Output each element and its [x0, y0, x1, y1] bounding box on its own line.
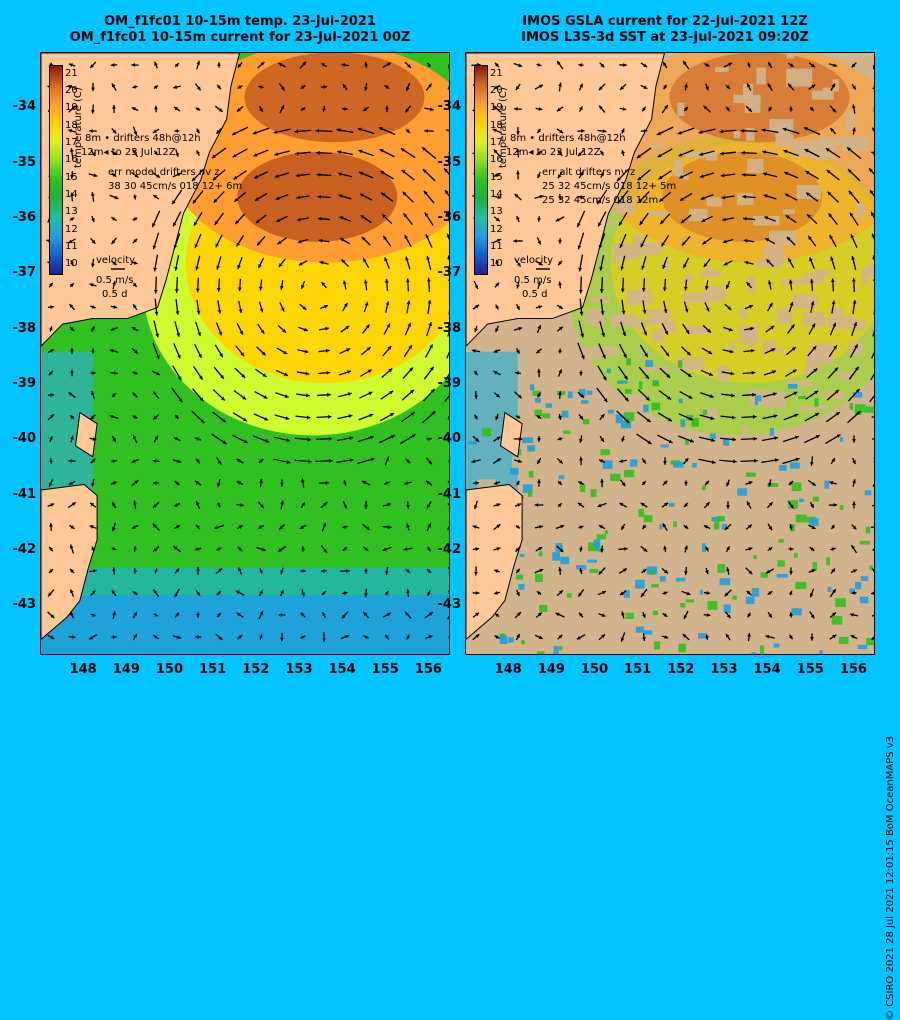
- x-tick-label: 149: [531, 662, 571, 677]
- colorbar-tick-label: 17: [490, 137, 503, 148]
- x-tick-label: 152: [661, 662, 701, 677]
- right-colorbar: [474, 65, 488, 275]
- colorbar-tick-label: 18: [490, 120, 503, 131]
- y-tick-label: -43: [427, 597, 461, 612]
- right-legend-drifters: 8m • drifters 48h@12h: [510, 133, 626, 144]
- colorbar-tick-label: 19: [65, 102, 78, 113]
- x-tick-label: 151: [618, 662, 658, 677]
- right-legend-velocity-title: velocity: [514, 255, 553, 266]
- y-tick-label: -38: [427, 321, 461, 336]
- y-tick-label: -35: [2, 155, 36, 170]
- y-tick-label: -36: [2, 210, 36, 225]
- credit-text: © CSIRO 2021 28 Jul 2021 12:01:15 BoM Oc…: [885, 640, 896, 1020]
- x-tick-label: 148: [63, 662, 103, 677]
- left-legend-velocity-title: velocity: [96, 255, 135, 266]
- left-legend-drifters-to: 12m◂ to 23 Jul 12Z: [81, 147, 176, 158]
- colorbar-tick-label: 14: [65, 189, 78, 200]
- x-tick-label: 155: [790, 662, 830, 677]
- colorbar-tick-label: 10: [65, 258, 78, 269]
- y-tick-label: -42: [2, 542, 36, 557]
- x-tick-label: 156: [833, 662, 873, 677]
- left-legend-drifters: 8m • drifters 48h@12h: [85, 133, 201, 144]
- x-tick-label: 151: [193, 662, 233, 677]
- current-arrow: [871, 527, 875, 528]
- colorbar-tick-label: 20: [65, 85, 78, 96]
- current-arrowhead: [874, 437, 875, 441]
- y-tick-label: -40: [427, 431, 461, 446]
- right-subtitle: IMOS L3S-3d SST at 23-Jul-2021 09:20Z: [455, 30, 875, 46]
- y-tick-label: -34: [427, 99, 461, 114]
- colorbar-tick-label: 11: [490, 241, 503, 252]
- x-tick-label: 148: [488, 662, 528, 677]
- x-tick-label: 152: [236, 662, 276, 677]
- right-panel-title: IMOS GSLA current for 22-Jul-2021 12Z IM…: [455, 14, 875, 46]
- y-tick-label: -40: [2, 431, 36, 446]
- left-colorbar: [49, 65, 63, 275]
- current-arrow: [874, 299, 875, 314]
- y-tick-label: -43: [2, 597, 36, 612]
- x-tick-label: 154: [322, 662, 362, 677]
- colorbar-tick-label: 16: [490, 154, 503, 165]
- colorbar-tick-label: 20: [490, 85, 503, 96]
- left-legend-velocity-scale: 0.5 m/s: [96, 275, 133, 286]
- current-arrow: [874, 107, 875, 112]
- y-tick-label: -42: [427, 542, 461, 557]
- colorbar-tick-label: 13: [65, 206, 78, 217]
- current-arrow: [874, 457, 875, 464]
- colorbar-tick-label: 11: [65, 241, 78, 252]
- right-legend-drifters-to: 12m◂ to 23 Jul 12Z: [506, 147, 601, 158]
- right-legend-err-title: err alt drifters nv z: [542, 167, 635, 178]
- x-tick-label: 150: [149, 662, 189, 677]
- current-arrowhead: [874, 321, 875, 325]
- x-tick-label: 155: [365, 662, 405, 677]
- x-tick-label: 150: [574, 662, 614, 677]
- y-tick-label: -39: [2, 376, 36, 391]
- colorbar-tick-label: 17: [65, 137, 78, 148]
- current-arrowhead: [874, 503, 875, 507]
- y-tick-label: -37: [2, 265, 36, 280]
- x-tick-label: 153: [704, 662, 744, 677]
- y-tick-label: -36: [427, 210, 461, 225]
- colorbar-tick-label: 12: [65, 224, 78, 235]
- right-legend-velocity-scale: 0.5 m/s: [514, 275, 551, 286]
- right-legend-err-values-2: 25 32 45cm/s 018 12m: [542, 195, 658, 206]
- x-tick-label: 156: [408, 662, 448, 677]
- left-legend-err-values: 38 30 45cm/s 018 12+ 6m: [108, 181, 242, 192]
- y-tick-label: -41: [2, 487, 36, 502]
- colorbar-tick-label: 18: [65, 120, 78, 131]
- y-tick-label: -41: [427, 487, 461, 502]
- left-title: OM_f1fc01 10-15m temp. 23-Jul-2021: [30, 14, 450, 30]
- left-panel-title: OM_f1fc01 10-15m temp. 23-Jul-2021 OM_f1…: [30, 14, 450, 46]
- left-subtitle: OM_f1fc01 10-15m current for 23-Jul-2021…: [30, 30, 450, 46]
- colorbar-tick-label: 21: [65, 68, 78, 79]
- left-legend-err-title: err model drifters nv z: [108, 167, 220, 178]
- right-title: IMOS GSLA current for 22-Jul-2021 12Z: [455, 14, 875, 30]
- current-arrowhead: [874, 613, 875, 617]
- colorbar-tick-label: 14: [490, 189, 503, 200]
- colorbar-tick-label: 15: [490, 172, 503, 183]
- colorbar-tick-label: 19: [490, 102, 503, 113]
- x-tick-label: 153: [279, 662, 319, 677]
- right-legend-err-values: 25 32 45cm/s 018 12+ 5m: [542, 181, 676, 192]
- colorbar-tick-label: 21: [490, 68, 503, 79]
- colorbar-tick-label: 12: [490, 224, 503, 235]
- right-legend-velocity-time: 0.5 d: [522, 289, 547, 300]
- colorbar-tick-label: 13: [490, 206, 503, 217]
- colorbar-tick-label: 15: [65, 172, 78, 183]
- y-tick-label: -39: [427, 376, 461, 391]
- y-tick-label: -37: [427, 265, 461, 280]
- y-tick-label: -38: [2, 321, 36, 336]
- colorbar-tick-label: 16: [65, 154, 78, 165]
- x-tick-label: 154: [747, 662, 787, 677]
- left-legend-velocity-time: 0.5 d: [102, 289, 127, 300]
- y-tick-label: -34: [2, 99, 36, 114]
- x-tick-label: 149: [106, 662, 146, 677]
- y-tick-label: -35: [427, 155, 461, 170]
- current-arrow: [449, 299, 450, 314]
- colorbar-tick-label: 10: [490, 258, 503, 269]
